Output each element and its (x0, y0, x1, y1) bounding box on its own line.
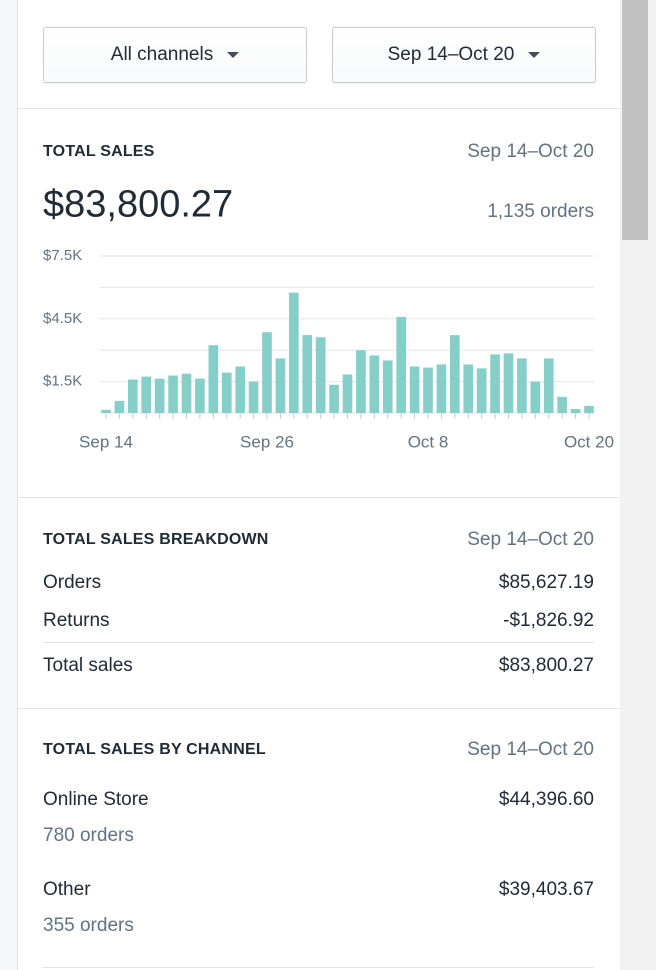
bar (315, 337, 326, 413)
section-title: TOTAL SALES (43, 143, 155, 160)
bar (543, 358, 554, 413)
bar (436, 364, 447, 413)
bar (490, 354, 500, 413)
y-tick-label: $1.5K (43, 373, 82, 390)
bar (262, 332, 272, 413)
channel-value: $44,396.60 (498, 789, 594, 810)
date-range: Sep 14–Oct 20 (467, 739, 594, 760)
row-label: Orders (43, 572, 102, 593)
order-count: 1,135 orders (487, 201, 594, 222)
bar (382, 360, 393, 413)
bar (208, 345, 219, 413)
bar (409, 366, 420, 413)
bar (369, 355, 380, 413)
row-value: -$1,826.92 (503, 610, 594, 631)
x-tick-label: Oct 20 (564, 432, 614, 451)
caret (227, 52, 240, 58)
bar (128, 379, 138, 413)
total-amount: $83,800.27 (43, 183, 234, 226)
bar (463, 364, 474, 413)
bar (275, 358, 286, 413)
bar (517, 358, 527, 413)
bar (530, 381, 541, 413)
divider (43, 967, 594, 968)
bar (329, 384, 339, 413)
section-title: TOTAL SALES BREAKDOWN (43, 531, 269, 548)
divider (17, 708, 620, 709)
divider (43, 642, 594, 643)
date-range: Sep 14–Oct 20 (467, 141, 594, 162)
bar (154, 378, 165, 413)
scrollbar-thumb[interactable] (622, 0, 648, 240)
y-tick-label: $4.5K (43, 310, 82, 327)
row-label: Total sales (43, 655, 133, 676)
bar (570, 409, 581, 413)
channel-name: Online Store (43, 789, 149, 810)
caret (528, 52, 541, 58)
bar (114, 400, 125, 413)
x-tick-label: Sep 26 (240, 432, 294, 451)
bar (195, 378, 205, 413)
date-range: Sep 14–Oct 20 (467, 529, 594, 550)
channel-label: All channels (110, 44, 214, 65)
channel-dropdown[interactable]: All channels (43, 27, 307, 83)
date-label: Sep 14–Oct 20 (387, 44, 515, 65)
bar (168, 375, 178, 413)
bar (289, 292, 299, 413)
y-tick-label: $7.5K (43, 247, 82, 264)
bar (356, 350, 366, 413)
sales-chart: $1.5K $4.5K $7.5K Sep 14 Sep 26 Oct 8 Oct 20 (43, 247, 614, 452)
channel-orders: 780 orders (43, 825, 134, 846)
date-dropdown[interactable]: Sep 14–Oct 20 (332, 27, 596, 83)
row-label: Returns (43, 610, 110, 631)
bar (557, 396, 567, 413)
row-value: $83,800.27 (498, 655, 594, 676)
x-tick-label: Sep 14 (79, 432, 133, 451)
bar (141, 376, 152, 413)
bar (221, 372, 232, 413)
channel-name: Other (43, 879, 91, 900)
bar (584, 405, 594, 413)
bar (235, 366, 245, 413)
section-title: TOTAL SALES BY CHANNEL (43, 741, 266, 758)
bar (342, 374, 353, 413)
bar (248, 381, 259, 413)
row-value: $85,627.19 (498, 572, 594, 593)
bar (450, 335, 460, 413)
bar (302, 335, 313, 413)
divider (17, 497, 620, 498)
bar (181, 373, 192, 413)
bar (476, 368, 487, 413)
channel-value: $39,403.67 (498, 879, 594, 900)
x-tick-label: Oct 8 (408, 432, 449, 451)
channel-orders: 355 orders (43, 915, 134, 936)
bar (396, 316, 406, 413)
report-card (17, 0, 621, 970)
bar (101, 409, 111, 413)
bar (423, 367, 433, 413)
bar (503, 353, 514, 413)
divider (17, 108, 620, 109)
